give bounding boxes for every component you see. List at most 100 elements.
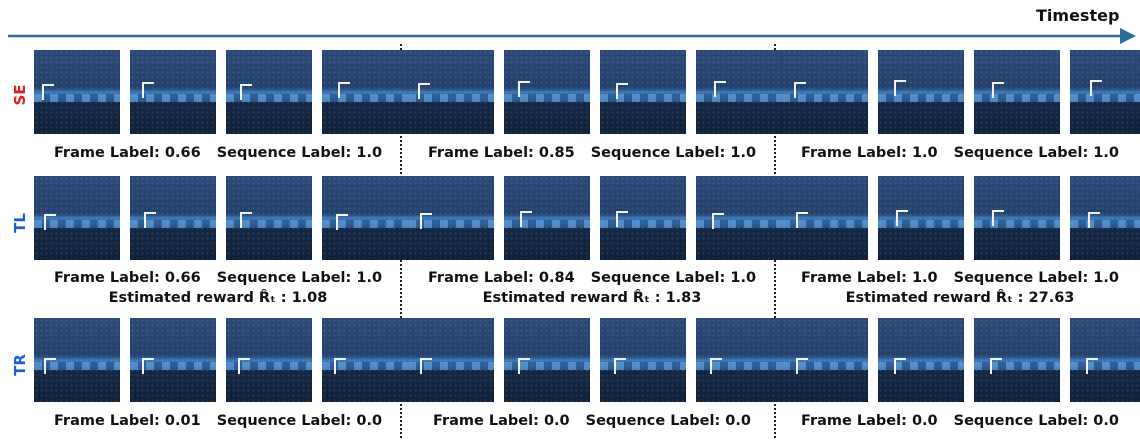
row-label-tl: TL <box>11 213 29 233</box>
frame-thumbnail <box>974 318 1060 402</box>
agent-sprite-icon <box>712 213 724 229</box>
sequence-label-text: Sequence Label: 1.0 <box>590 145 757 161</box>
agent-sprite-icon <box>710 358 722 374</box>
label-caption: Frame Label: 0.85 Sequence Label: 1.0 <box>407 145 777 161</box>
estimated-reward-text: Estimated reward R̂ₜ : 1.83 <box>482 290 702 306</box>
timestep-axis-arrow <box>8 28 1136 44</box>
frame-thumbnail <box>600 176 686 260</box>
row-label-se: SE <box>11 84 29 106</box>
label-caption: Frame Label: 0.66 Sequence Label: 1.0 <box>33 270 403 286</box>
sequence-label-text: Sequence Label: 1.0 <box>590 270 757 286</box>
agent-sprite-icon <box>420 358 432 374</box>
label-caption: Frame Label: 0.0 Sequence Label: 0.0 <box>775 413 1140 429</box>
agent-sprite-icon <box>144 212 156 228</box>
timestep-axis-label: Timestep <box>1036 6 1120 25</box>
frame-label-text: Frame Label: 1.0 <box>800 145 938 161</box>
agent-sprite-icon <box>1088 212 1100 228</box>
agent-sprite-icon <box>894 358 906 374</box>
agent-sprite-icon <box>238 358 250 374</box>
frame-thumbnail <box>408 318 494 402</box>
agent-sprite-icon <box>990 358 1002 374</box>
frame-thumbnail <box>782 176 868 260</box>
frame-thumbnail <box>226 50 312 134</box>
agent-sprite-icon <box>518 81 530 97</box>
label-caption: Frame Label: 1.0 Sequence Label: 1.0 <box>775 145 1140 161</box>
frame-thumbnail <box>34 176 120 260</box>
frame-thumbnail <box>130 176 216 260</box>
sequence-label-text: Sequence Label: 0.0 <box>953 413 1119 429</box>
agent-sprite-icon <box>992 82 1004 98</box>
label-caption: Frame Label: 1.0 Sequence Label: 1.0 <box>775 270 1140 286</box>
agent-sprite-icon <box>616 83 628 99</box>
agent-sprite-icon <box>44 358 56 374</box>
estimated-reward-text: Estimated reward R̂ₜ : 27.63 <box>845 290 1075 306</box>
agent-sprite-icon <box>1086 358 1098 374</box>
agent-sprite-icon <box>240 84 252 100</box>
frame-label-text: Frame Label: 0.0 <box>800 413 938 429</box>
frame-thumbnail <box>34 318 120 402</box>
frame-label-text: Frame Label: 0.01 <box>53 413 201 429</box>
frame-thumbnail <box>600 50 686 134</box>
row-label-tr: TR <box>11 354 29 376</box>
agent-sprite-icon <box>338 82 350 98</box>
agent-sprite-icon <box>142 82 154 98</box>
frame-label-text: Frame Label: 1.0 <box>800 270 938 286</box>
frame-thumbnail <box>696 176 782 260</box>
agent-sprite-icon <box>1090 80 1102 96</box>
sequence-label-text: Sequence Label: 1.0 <box>953 145 1119 161</box>
frame-thumbnail <box>696 318 782 402</box>
agent-sprite-icon <box>334 358 346 374</box>
label-caption: Frame Label: 0.01 Sequence Label: 0.0 <box>33 413 403 429</box>
agent-sprite-icon <box>44 214 56 230</box>
frame-thumbnail <box>974 50 1060 134</box>
agent-sprite-icon <box>896 210 908 226</box>
frame-thumbnail <box>504 318 590 402</box>
sequence-label-text: Sequence Label: 1.0 <box>216 270 383 286</box>
estimated-reward-text: Estimated reward R̂ₜ : 1.08 <box>108 290 328 306</box>
sequence-label-text: Sequence Label: 0.0 <box>585 413 751 429</box>
label-caption: Frame Label: 0.0 Sequence Label: 0.0 <box>407 413 777 429</box>
agent-sprite-icon <box>992 210 1004 226</box>
agent-sprite-icon <box>894 80 906 96</box>
agent-sprite-icon <box>336 214 348 230</box>
frame-thumbnail <box>782 50 868 134</box>
sequence-label-text: Sequence Label: 1.0 <box>953 270 1119 286</box>
frame-thumbnail <box>782 318 868 402</box>
agent-sprite-icon <box>518 358 530 374</box>
frame-thumbnail <box>504 176 590 260</box>
sequence-label-text: Sequence Label: 0.0 <box>216 413 383 429</box>
frame-label-text: Frame Label: 0.66 <box>53 145 201 161</box>
agent-sprite-icon <box>240 212 252 228</box>
agent-sprite-icon <box>142 358 154 374</box>
label-caption: Frame Label: 0.84 Sequence Label: 1.0 <box>407 270 777 286</box>
frame-thumbnail <box>974 176 1060 260</box>
frame-label-text: Frame Label: 0.66 <box>53 270 201 286</box>
frame-thumbnail <box>322 50 408 134</box>
frame-thumbnail <box>504 50 590 134</box>
frame-thumbnail <box>322 176 408 260</box>
agent-sprite-icon <box>714 81 726 97</box>
frame-label-text: Frame Label: 0.84 <box>427 270 575 286</box>
agent-sprite-icon <box>614 358 626 374</box>
frame-thumbnail <box>34 50 120 134</box>
frame-thumbnail <box>696 50 782 134</box>
frame-thumbnail <box>600 318 686 402</box>
agent-sprite-icon <box>796 358 808 374</box>
frame-thumbnail <box>878 50 964 134</box>
agent-sprite-icon <box>796 212 808 228</box>
agent-sprite-icon <box>616 211 628 227</box>
label-caption: Frame Label: 0.66 Sequence Label: 1.0 <box>33 145 403 161</box>
frame-thumbnail <box>878 318 964 402</box>
frame-label-text: Frame Label: 0.85 <box>427 145 575 161</box>
frame-thumbnail <box>1070 318 1140 402</box>
frame-thumbnail <box>878 176 964 260</box>
agent-sprite-icon <box>42 84 54 100</box>
frame-thumbnail <box>408 50 494 134</box>
agent-sprite-icon <box>420 213 432 229</box>
frame-thumbnail <box>1070 50 1140 134</box>
sequence-label-text: Sequence Label: 1.0 <box>216 145 383 161</box>
frame-thumbnail <box>130 318 216 402</box>
agent-sprite-icon <box>794 82 806 98</box>
frame-label-text: Frame Label: 0.0 <box>432 413 570 429</box>
frame-thumbnail <box>226 318 312 402</box>
